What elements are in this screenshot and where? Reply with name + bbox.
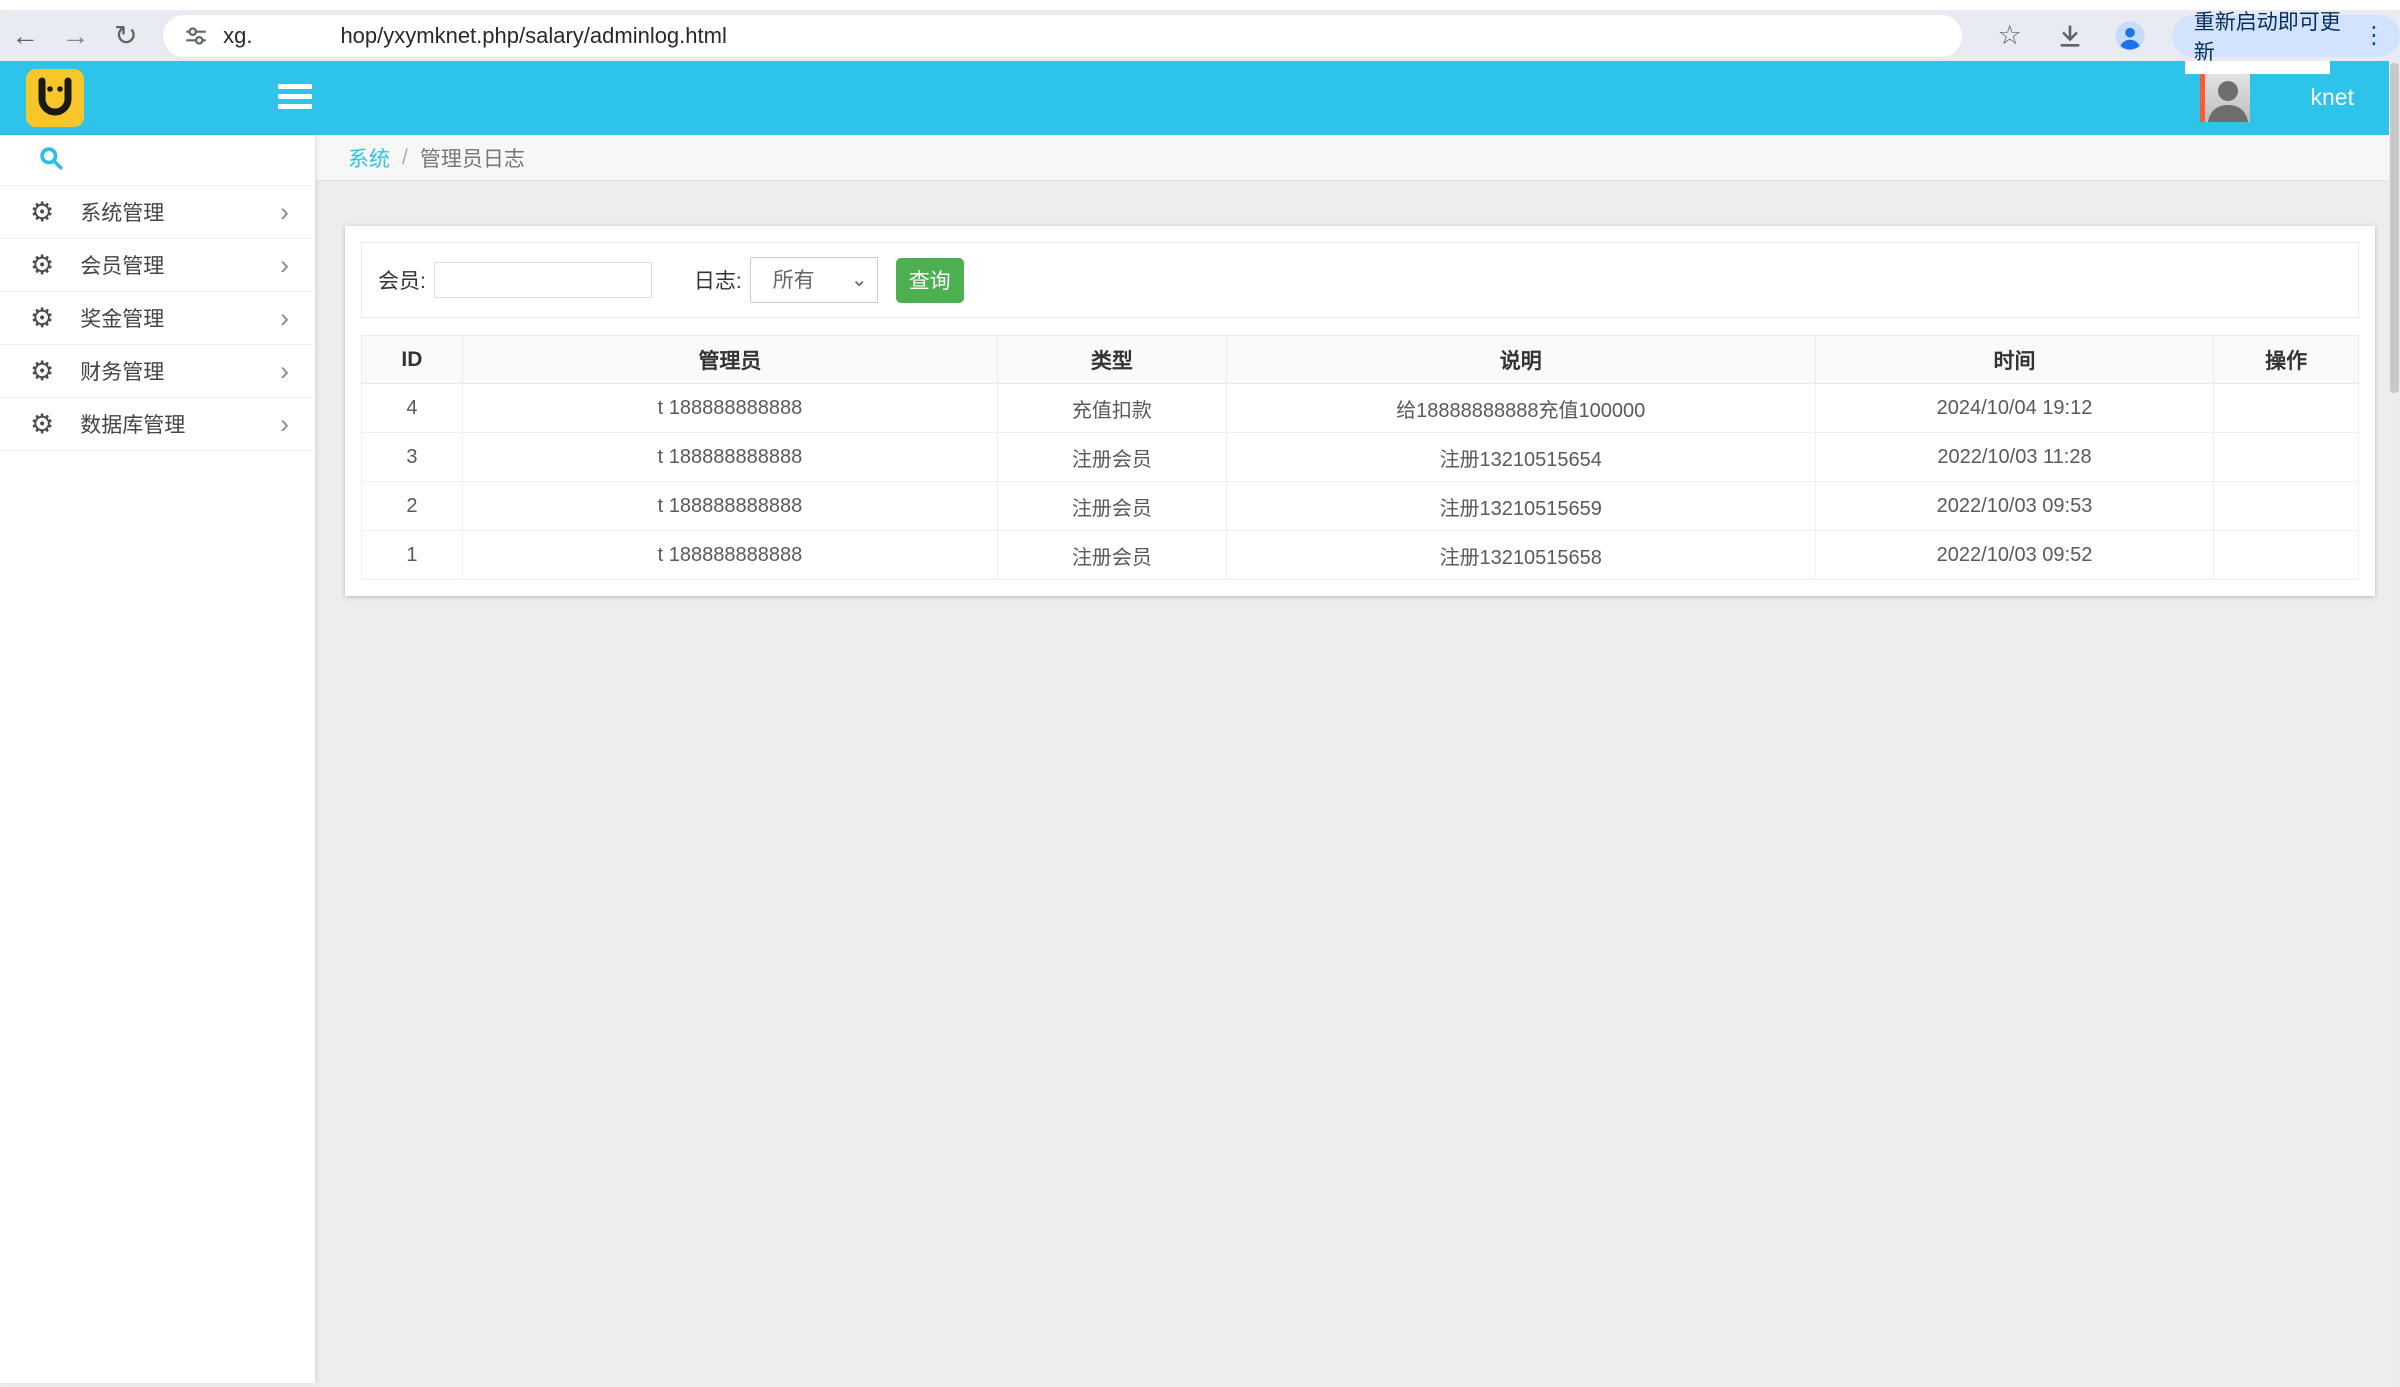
username-label: knet [2310, 84, 2354, 110]
table-row: 1 t 188888888888 注册会员 注册13210515658 2022… [361, 530, 2359, 580]
main-content: 系统 / 管理员日志 会员: 日志: 所有 ⌄ 查询 [315, 135, 2400, 1387]
cell-id: 3 [361, 432, 463, 482]
col-header-type: 类型 [997, 335, 1227, 384]
gear-icon: ⚙ [30, 355, 55, 386]
member-search-input[interactable] [433, 262, 652, 298]
cell-type: 充值扣款 [997, 383, 1227, 433]
sidebar-item-label: 系统管理 [80, 202, 165, 225]
cell-desc: 给18888888888充值100000 [1225, 383, 1816, 433]
address-bar[interactable]: xg. hop/yxymknet.php/salary/adminlog.htm… [163, 14, 1962, 57]
scrollbar-thumb[interactable] [2390, 63, 2399, 393]
filter-bar: 会员: 日志: 所有 ⌄ 查询 [361, 242, 2359, 318]
sidebar-item-finance[interactable]: ⚙ 财务管理 › [0, 345, 315, 398]
browser-menu-icon[interactable]: ⋮ [2362, 22, 2387, 49]
bookmark-star-icon[interactable]: ☆ [1997, 20, 2022, 50]
cell-admin: t 188888888888 [461, 432, 999, 482]
log-filter-label: 日志: [693, 270, 742, 293]
cell-time: 2024/10/04 19:12 [1814, 383, 2215, 433]
chevron-right-icon: › [280, 196, 289, 227]
page-scrollbar[interactable] [2389, 61, 2400, 1387]
forward-icon[interactable]: → [61, 19, 90, 51]
url-text-prefix: xg. [223, 22, 253, 48]
col-header-action: 操作 [2213, 335, 2359, 384]
sidebar-toggle-icon[interactable] [278, 84, 312, 114]
update-chip-label: 重新启动即可更新 [2193, 10, 2341, 64]
sidebar-item-system[interactable]: ⚙ 系统管理 › [0, 186, 315, 239]
sidebar-item-label: 奖金管理 [80, 308, 165, 331]
cell-desc: 注册13210515658 [1225, 530, 1816, 580]
cell-id: 4 [361, 383, 463, 433]
cell-admin: t 188888888888 [461, 481, 999, 531]
cell-action [2213, 481, 2359, 531]
sidebar-item-label: 数据库管理 [80, 414, 186, 437]
download-icon[interactable] [2056, 22, 2084, 50]
sidebar-item-bonus[interactable]: ⚙ 奖金管理 › [0, 292, 315, 345]
cell-type: 注册会员 [997, 481, 1227, 531]
admin-log-table: ID 管理员 类型 说明 时间 操作 4 t 188888888888 充值扣款… [361, 335, 2359, 580]
gear-icon: ⚙ [30, 196, 55, 227]
cell-time: 2022/10/03 09:53 [1814, 481, 2215, 531]
content-card: 会员: 日志: 所有 ⌄ 查询 ID [345, 226, 2375, 596]
reload-icon[interactable]: ↻ [114, 19, 138, 51]
sidebar-item-label: 会员管理 [80, 255, 165, 278]
col-header-desc: 说明 [1225, 335, 1816, 384]
chevron-right-icon: › [280, 355, 289, 386]
table-row: 4 t 188888888888 充值扣款 给18888888888充值1000… [361, 383, 2359, 433]
breadcrumb-section-link[interactable]: 系统 [348, 147, 390, 171]
app-header: knet [0, 61, 2400, 135]
app-logo[interactable] [26, 69, 84, 127]
gear-icon: ⚙ [30, 249, 55, 280]
sidebar-item-database[interactable]: ⚙ 数据库管理 › [0, 398, 315, 451]
cell-type: 注册会员 [997, 530, 1227, 580]
gear-icon: ⚙ [30, 302, 55, 333]
cell-admin: t 188888888888 [461, 383, 999, 433]
sidebar-search[interactable] [0, 135, 315, 186]
cell-id: 2 [361, 481, 463, 531]
chevron-right-icon: › [280, 302, 289, 333]
back-icon[interactable]: ← [11, 19, 40, 51]
cell-action [2213, 383, 2359, 433]
relaunch-update-chip[interactable]: 重新启动即可更新 ⋮ [2171, 11, 2400, 64]
cell-time: 2022/10/03 09:52 [1814, 530, 2215, 580]
table-row: 3 t 188888888888 注册会员 注册13210515654 2022… [361, 432, 2359, 482]
cell-type: 注册会员 [997, 432, 1227, 482]
profile-icon[interactable] [2114, 20, 2146, 52]
url-text: hop/yxymknet.php/salary/adminlog.html [340, 22, 727, 48]
cell-time: 2022/10/03 11:28 [1814, 432, 2215, 482]
breadcrumb-separator: / [402, 145, 408, 169]
table-row: 2 t 188888888888 注册会员 注册13210515659 2022… [361, 481, 2359, 531]
window-top-edge [0, 0, 2400, 10]
redaction-box [2185, 61, 2330, 74]
breadcrumb: 系统 / 管理员日志 [315, 135, 2400, 181]
chevron-right-icon: › [280, 249, 289, 280]
cell-id: 1 [361, 530, 463, 580]
member-filter-label: 会员: [378, 270, 426, 293]
cell-action [2213, 530, 2359, 580]
sidebar: ⚙ 系统管理 › ⚙ 会员管理 › ⚙ 奖金管理 › ⚙ 财务管理 › ⚙ 数据… [0, 135, 315, 1383]
col-header-id: ID [361, 335, 463, 384]
log-type-select[interactable]: 所有 [749, 257, 878, 303]
toolbar-right-icons: ☆ 重新启动即可更新 ⋮ [1980, 11, 2400, 64]
cell-action [2213, 432, 2359, 482]
col-header-admin: 管理员 [461, 335, 999, 384]
query-button[interactable]: 查询 [895, 257, 964, 303]
log-type-select-wrap: 所有 ⌄ [749, 257, 878, 303]
table-header-row: ID 管理员 类型 说明 时间 操作 [361, 335, 2359, 384]
search-icon[interactable] [38, 145, 64, 176]
cell-admin: t 188888888888 [461, 530, 999, 580]
site-settings-icon[interactable] [183, 23, 209, 49]
cell-desc: 注册13210515659 [1225, 481, 1816, 531]
sidebar-item-members[interactable]: ⚙ 会员管理 › [0, 239, 315, 292]
col-header-time: 时间 [1814, 335, 2215, 384]
browser-toolbar: ← → ↻ xg. hop/yxymknet.php/salary/adminl… [0, 10, 2400, 64]
sidebar-item-label: 财务管理 [80, 361, 165, 384]
page-title: 管理员日志 [419, 147, 525, 171]
gear-icon: ⚙ [30, 408, 55, 439]
user-avatar[interactable] [2200, 74, 2250, 122]
chevron-right-icon: › [280, 408, 289, 439]
cell-desc: 注册13210515654 [1225, 432, 1816, 482]
